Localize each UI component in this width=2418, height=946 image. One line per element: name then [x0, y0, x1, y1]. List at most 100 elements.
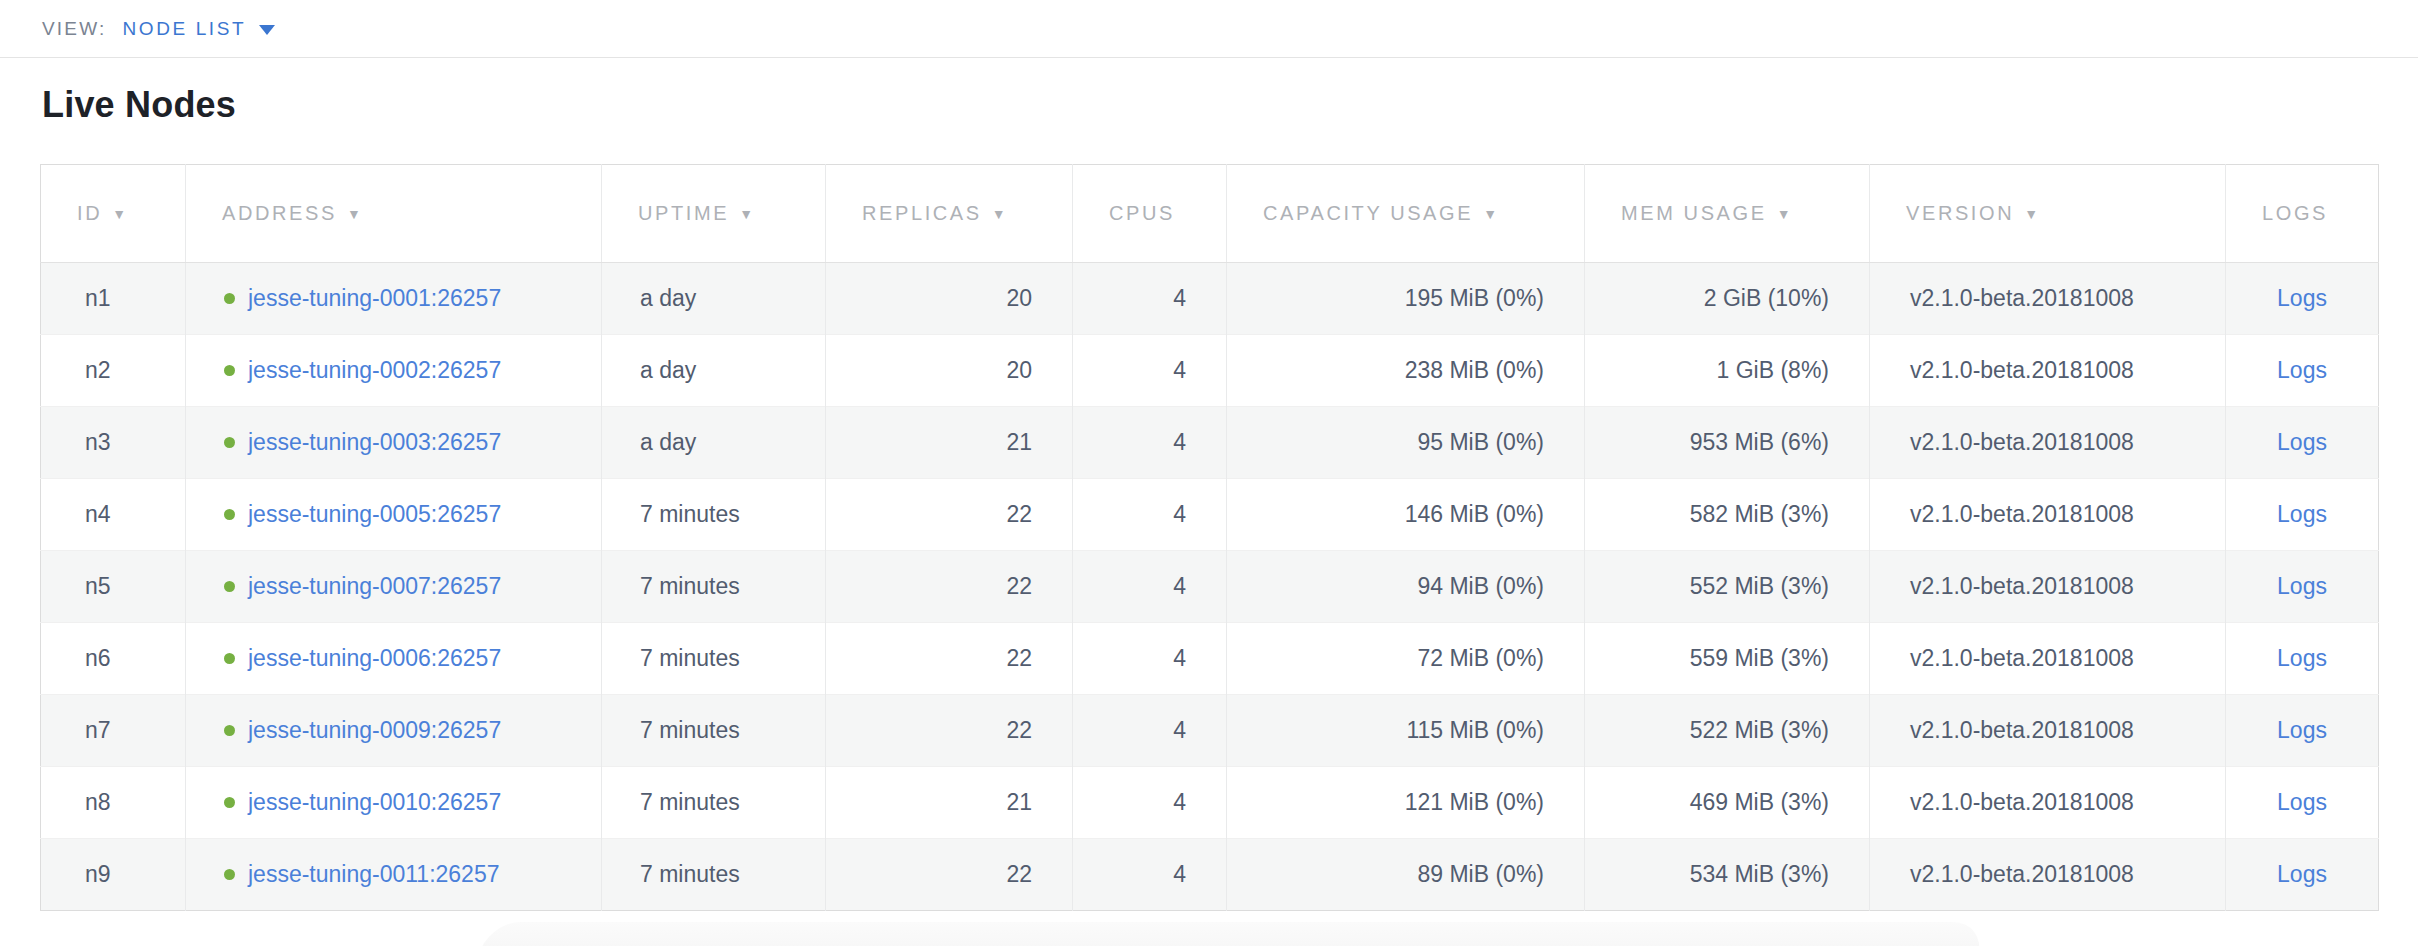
node-address-link[interactable]: jesse-tuning-0011:26257 — [248, 861, 499, 887]
address-cell: jesse-tuning-0001:26257 — [186, 263, 602, 335]
uptime-cell: 7 minutes — [602, 479, 826, 551]
version-cell: v2.1.0-beta.20181008 — [1870, 479, 2226, 551]
column-header-capacity_usage[interactable]: CAPACITY USAGE — [1227, 165, 1585, 263]
id-cell: n6 — [41, 623, 186, 695]
node-address-link[interactable]: jesse-tuning-0010:26257 — [248, 789, 501, 815]
capacity_usage-value: 195 MiB (0%) — [1405, 285, 1544, 311]
mem_usage-cell: 522 MiB (3%) — [1585, 695, 1870, 767]
node-address-link[interactable]: jesse-tuning-0002:26257 — [248, 357, 501, 383]
logs-link[interactable]: Logs — [2277, 573, 2327, 599]
logs-cell: Logs — [2226, 551, 2379, 623]
node-address-link[interactable]: jesse-tuning-0003:26257 — [248, 429, 501, 455]
replicas-cell: 22 — [826, 551, 1073, 623]
column-header-label: REPLICAS — [862, 202, 982, 224]
replicas-cell: 21 — [826, 407, 1073, 479]
column-header-label: LOGS — [2262, 202, 2328, 224]
id-cell: n3 — [41, 407, 186, 479]
capacity_usage-value: 95 MiB (0%) — [1417, 429, 1544, 455]
logs-link[interactable]: Logs — [2277, 429, 2327, 455]
column-header-id[interactable]: ID — [41, 165, 186, 263]
address-cell: jesse-tuning-0003:26257 — [186, 407, 602, 479]
node-address-link[interactable]: jesse-tuning-0006:26257 — [248, 645, 501, 671]
capacity_usage-value: 89 MiB (0%) — [1417, 861, 1544, 887]
logs-link[interactable]: Logs — [2277, 717, 2327, 743]
node-address-link[interactable]: jesse-tuning-0009:26257 — [248, 717, 501, 743]
logs-link[interactable]: Logs — [2277, 645, 2327, 671]
replicas-cell: 20 — [826, 335, 1073, 407]
replicas-value: 22 — [1006, 717, 1032, 743]
address-cell: jesse-tuning-0009:26257 — [186, 695, 602, 767]
node-status-dot — [224, 725, 235, 736]
column-header-address[interactable]: ADDRESS — [186, 165, 602, 263]
node-status-dot — [224, 509, 235, 520]
column-header-version[interactable]: VERSION — [1870, 165, 2226, 263]
logs-link[interactable]: Logs — [2277, 501, 2327, 527]
version-cell: v2.1.0-beta.20181008 — [1870, 551, 2226, 623]
column-header-label: CPUS — [1109, 202, 1175, 224]
capacity_usage-cell: 89 MiB (0%) — [1227, 839, 1585, 911]
node-address-link[interactable]: jesse-tuning-0001:26257 — [248, 285, 501, 311]
mem_usage-value: 469 MiB (3%) — [1690, 789, 1829, 815]
cpus-value: 4 — [1173, 357, 1186, 383]
column-header-cpus: CPUS — [1073, 165, 1227, 263]
replicas-value: 22 — [1006, 573, 1032, 599]
uptime-value: 7 minutes — [640, 789, 740, 815]
cpus-value: 4 — [1173, 861, 1186, 887]
node-row-n8: n8jesse-tuning-0010:262577 minutes214121… — [41, 767, 2379, 839]
id-cell: n7 — [41, 695, 186, 767]
cpus-value: 4 — [1173, 717, 1186, 743]
id-cell: n2 — [41, 335, 186, 407]
column-header-label: ADDRESS — [222, 202, 337, 224]
uptime-value: a day — [640, 357, 696, 383]
address-cell: jesse-tuning-0011:26257 — [186, 839, 602, 911]
id-value: n9 — [85, 861, 111, 887]
node-address-link[interactable]: jesse-tuning-0007:26257 — [248, 573, 501, 599]
capacity_usage-value: 94 MiB (0%) — [1417, 573, 1544, 599]
node-status-dot — [224, 797, 235, 808]
logs-link[interactable]: Logs — [2277, 789, 2327, 815]
column-header-replicas[interactable]: REPLICAS — [826, 165, 1073, 263]
mem_usage-value: 1 GiB (8%) — [1717, 357, 1829, 383]
capacity_usage-cell: 115 MiB (0%) — [1227, 695, 1585, 767]
mem_usage-cell: 559 MiB (3%) — [1585, 623, 1870, 695]
version-cell: v2.1.0-beta.20181008 — [1870, 839, 2226, 911]
logs-link[interactable]: Logs — [2277, 861, 2327, 887]
version-value: v2.1.0-beta.20181008 — [1910, 717, 2134, 743]
column-header-mem_usage[interactable]: MEM USAGE — [1585, 165, 1870, 263]
version-cell: v2.1.0-beta.20181008 — [1870, 335, 2226, 407]
logs-link[interactable]: Logs — [2277, 357, 2327, 383]
logs-cell: Logs — [2226, 407, 2379, 479]
version-cell: v2.1.0-beta.20181008 — [1870, 407, 2226, 479]
view-dropdown-value: NODE LIST — [123, 18, 247, 40]
node-row-n4: n4jesse-tuning-0005:262577 minutes224146… — [41, 479, 2379, 551]
cpus-cell: 4 — [1073, 335, 1227, 407]
column-header-label: ID — [77, 202, 102, 224]
replicas-value: 21 — [1006, 429, 1032, 455]
uptime-value: 7 minutes — [640, 645, 740, 671]
id-value: n4 — [85, 501, 111, 527]
logs-link[interactable]: Logs — [2277, 285, 2327, 311]
address-cell: jesse-tuning-0002:26257 — [186, 335, 602, 407]
capacity_usage-value: 115 MiB (0%) — [1406, 717, 1544, 743]
id-cell: n1 — [41, 263, 186, 335]
view-dropdown[interactable]: NODE LIST — [123, 18, 276, 40]
node-address-link[interactable]: jesse-tuning-0005:26257 — [248, 501, 501, 527]
version-value: v2.1.0-beta.20181008 — [1910, 645, 2134, 671]
version-value: v2.1.0-beta.20181008 — [1910, 573, 2134, 599]
node-status-dot — [224, 365, 235, 376]
uptime-value: 7 minutes — [640, 573, 740, 599]
column-header-uptime[interactable]: UPTIME — [602, 165, 826, 263]
sort-arrow-icon — [112, 206, 128, 222]
sort-arrow-icon — [1483, 206, 1499, 222]
uptime-value: a day — [640, 285, 696, 311]
live-nodes-table-container: ID ADDRESS UPTIME REPLICAS CPUS CAPACITY USAG… — [40, 164, 2378, 911]
node-row-n9: n9jesse-tuning-0011:262577 minutes22489 … — [41, 839, 2379, 911]
cpus-value: 4 — [1173, 285, 1186, 311]
capacity_usage-value: 121 MiB (0%) — [1405, 789, 1544, 815]
uptime-value: 7 minutes — [640, 717, 740, 743]
mem_usage-cell: 469 MiB (3%) — [1585, 767, 1870, 839]
mem_usage-value: 559 MiB (3%) — [1690, 645, 1829, 671]
mem_usage-cell: 2 GiB (10%) — [1585, 263, 1870, 335]
view-label: VIEW: — [42, 18, 107, 40]
mem_usage-cell: 1 GiB (8%) — [1585, 335, 1870, 407]
